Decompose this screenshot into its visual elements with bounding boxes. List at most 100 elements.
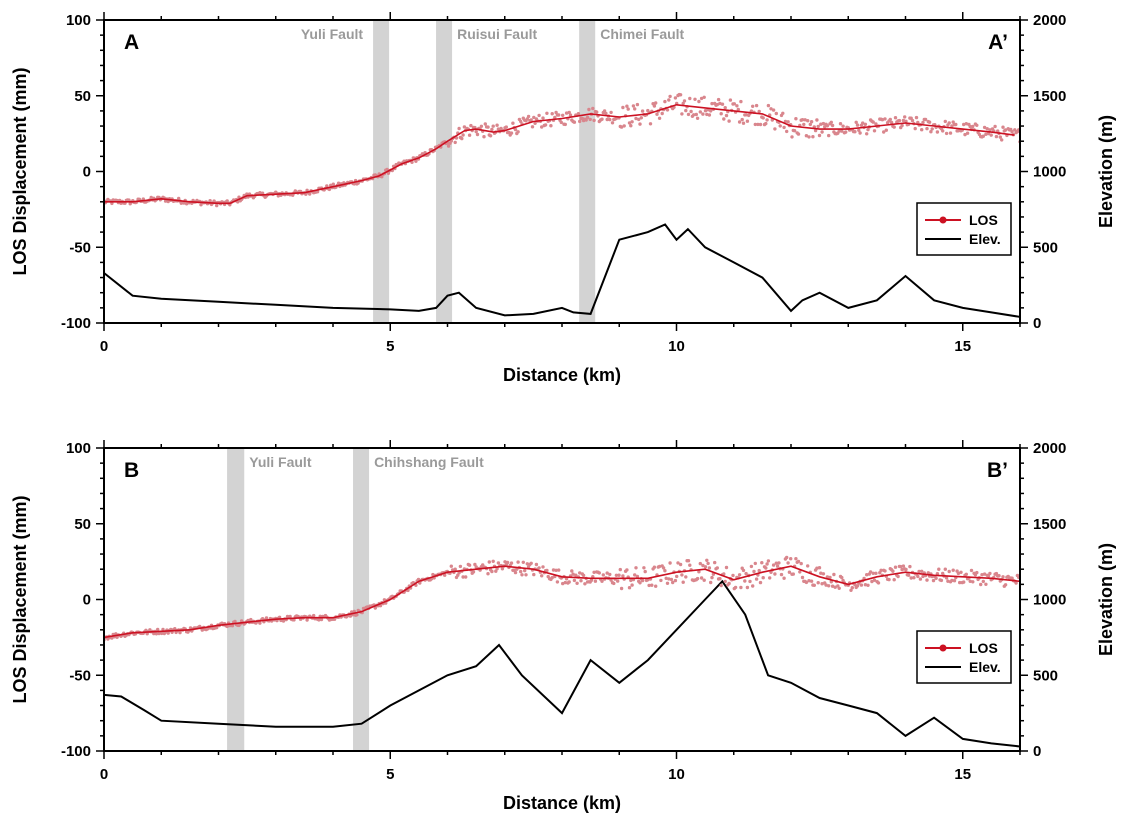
- los-point: [572, 578, 577, 583]
- los-point: [585, 115, 590, 120]
- los-point: [943, 119, 947, 124]
- los-point: [264, 616, 269, 620]
- los-point: [871, 120, 875, 124]
- los-point: [840, 575, 844, 580]
- los-point: [771, 563, 776, 567]
- los-point: [675, 574, 679, 579]
- los-point: [956, 571, 961, 576]
- los-point: [883, 117, 887, 121]
- los-point: [802, 122, 806, 127]
- los-point: [921, 574, 925, 579]
- los-point: [694, 112, 698, 117]
- los-point: [308, 192, 312, 196]
- los-point: [208, 199, 212, 203]
- y2-tick-label: 0: [1033, 743, 1041, 760]
- los-point: [753, 122, 757, 127]
- los-point: [736, 107, 740, 112]
- los-point: [1013, 128, 1017, 132]
- los-point: [461, 133, 465, 137]
- los-point: [230, 624, 235, 628]
- los-point: [488, 134, 493, 138]
- los-point: [820, 130, 824, 134]
- legend-elev-label: Elev.: [969, 231, 1001, 247]
- los-point: [837, 129, 841, 133]
- los-point: [634, 116, 638, 121]
- los-point: [630, 583, 634, 587]
- los-point: [828, 575, 832, 580]
- los-point: [681, 101, 685, 106]
- los-point: [958, 580, 962, 585]
- los-point: [680, 112, 684, 116]
- fault-band: [373, 20, 390, 323]
- los-point: [583, 582, 587, 586]
- legend-box: [916, 202, 1012, 256]
- los-point: [872, 578, 877, 582]
- los-point: [808, 122, 812, 127]
- los-point: [156, 627, 160, 632]
- los-point: [745, 119, 750, 123]
- y-tick-label: -50: [69, 667, 91, 684]
- los-point: [698, 561, 702, 566]
- los-point: [490, 569, 494, 574]
- los-point: [859, 583, 864, 587]
- los-point: [695, 576, 700, 581]
- los-point: [652, 104, 657, 108]
- los-point: [863, 122, 868, 127]
- los-point: [637, 117, 641, 122]
- los-point: [667, 98, 671, 102]
- los-point: [460, 136, 464, 141]
- los-point: [609, 578, 613, 582]
- los-point: [946, 579, 950, 583]
- los-point: [947, 121, 951, 125]
- los-point: [453, 567, 457, 571]
- los-point: [981, 579, 985, 584]
- los-point: [215, 203, 219, 208]
- los-point: [665, 581, 670, 585]
- los-point: [550, 112, 554, 116]
- los-point: [579, 579, 583, 583]
- los-point: [718, 101, 722, 106]
- los-point: [827, 133, 831, 138]
- los-point: [578, 571, 582, 575]
- los-point: [727, 119, 731, 123]
- los-point: [541, 565, 545, 569]
- los-point: [982, 572, 987, 576]
- los-point: [554, 110, 558, 115]
- los-point: [1000, 138, 1004, 142]
- los-point: [600, 117, 604, 121]
- los-point: [520, 573, 524, 577]
- los-point: [706, 561, 710, 566]
- los-point: [917, 569, 921, 574]
- los-point: [997, 574, 1001, 578]
- los-point: [880, 118, 885, 122]
- los-point: [561, 113, 565, 118]
- los-point: [260, 617, 265, 621]
- los-point: [854, 120, 858, 125]
- los-point: [182, 201, 186, 205]
- los-point: [661, 566, 666, 570]
- y-tick-label: 50: [74, 88, 91, 105]
- profile-start-label: A: [124, 31, 139, 54]
- los-point: [901, 118, 906, 123]
- los-point: [277, 615, 282, 619]
- los-point: [591, 106, 595, 111]
- los-point: [640, 109, 645, 113]
- los-point: [567, 110, 571, 115]
- legend-los-label: LOS: [969, 640, 998, 656]
- los-point: [454, 136, 459, 140]
- fault-label: Yuli Fault: [249, 454, 312, 470]
- los-point: [968, 579, 972, 583]
- los-point: [633, 107, 637, 111]
- y2-tick-label: 1500: [1033, 88, 1066, 105]
- y2-axis-title: Elevation (m): [1096, 115, 1116, 228]
- los-point: [575, 581, 579, 585]
- los-point: [971, 580, 975, 584]
- los-point: [471, 570, 476, 574]
- los-point: [555, 580, 560, 584]
- los-point: [1003, 583, 1008, 587]
- los-point: [305, 618, 309, 622]
- los-point: [545, 111, 549, 116]
- los-point: [557, 113, 561, 117]
- los-point: [450, 568, 455, 572]
